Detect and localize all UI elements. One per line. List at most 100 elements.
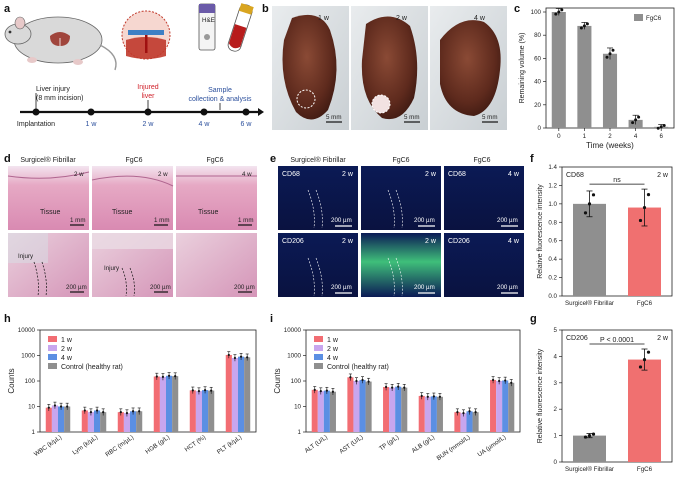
bar [195,391,202,432]
legend-label: 2 w [61,346,73,353]
bar [189,390,196,432]
data-point [557,10,561,14]
timeline-points [32,108,250,116]
timeline-label-6w: 6 w [241,121,253,128]
injury-label: Injury [104,265,120,272]
timeline-arrow [258,108,264,116]
if-header-3: FgC6 [473,157,490,164]
data-point [659,125,663,129]
bar [159,376,166,432]
data-point [319,390,322,393]
x-tick-label: PLT (k/µL) [216,434,243,456]
photo-scale-label: 5 mm [326,114,341,121]
bar [389,387,396,432]
x-axis-label: Time (weeks) [586,141,634,150]
he-time: 4 w [242,171,252,178]
data-point [462,412,465,415]
chart-remaining-volume: 0 20 40 60 80 100 0 1 2 4 6 Time (weeks) Remaining v… [519,7,675,150]
data-point [174,375,177,378]
data-point [53,404,57,407]
bar [225,354,232,432]
data-point [210,389,213,392]
significance-label: ns [613,177,621,184]
x-tick-label: RBC (m/µL) [104,434,135,459]
bar [418,395,425,432]
data-point [233,356,237,360]
legend-swatch [314,336,323,342]
if-scale-label: 200 µm [497,217,518,224]
y-tick-label: 0.2 [548,275,557,282]
data-point [491,378,495,382]
significance-label: P < 0.0001 [600,337,634,344]
bar [130,411,137,432]
data-point [432,395,435,398]
if-header-2: FgC6 [392,157,409,164]
y-tick-label: 40 [534,79,541,86]
data-point [554,12,558,16]
x-tick-label: HGB (g/L) [144,434,171,456]
liver-photo-4w: 4 w 5 mm [430,6,507,130]
data-point [391,386,394,389]
bar [424,396,431,432]
data-point [510,381,513,384]
timeline-label-2w: 2 w [143,121,155,128]
scale-label: 1 mm [154,217,169,224]
bar [359,379,366,432]
x-tick-label: 0 [557,133,561,140]
data-point [66,405,69,408]
incision-label: (8 mm incision) [36,95,83,102]
data-point [83,409,86,412]
data-point [591,432,596,436]
data-point [59,405,63,408]
data-point [474,411,477,414]
if-time: 2 w [342,171,354,178]
bar [317,391,324,432]
bar [347,377,354,432]
bar [153,376,160,432]
panel-a-schematic: H&E Liver injury (8 mm incision) Injured… [4,3,264,128]
bar [81,410,88,432]
injury-label: Injury [18,253,34,260]
data-point [498,379,501,383]
y-tick-label: 80 [534,32,541,39]
bar [466,411,473,432]
y-tick-label: 0 [554,459,558,466]
chart-cd68-intensity: 0.0 0.2 0.4 0.6 0.8 1.0 1.2 1.4 Surgicel® Fibril… [537,164,673,307]
he-header-1: Surgicel® Fibrillar [20,156,76,164]
data-point [246,356,249,359]
data-point [119,411,122,414]
data-point [95,409,99,412]
y-axis-label: Relative fluorescence intensity [537,348,544,443]
legend-label: Control (healthy rat) [61,364,123,371]
data-point [591,193,596,197]
bar [573,203,606,296]
legend-label: 4 w [327,355,339,362]
x-tick-label: BUN (mmol/L) [436,434,472,462]
plot-frame [305,329,521,433]
injured-liver-illustration [121,10,171,60]
if-marker-cd206: CD206 [282,238,304,245]
if-time: 2 w [425,238,437,245]
chart-time-label: 2 w [657,335,669,342]
y-tick-label: 10000 [284,327,302,334]
data-point [203,388,207,392]
data-point [191,389,194,392]
panel-label-c: c [514,3,520,15]
data-point [161,375,165,378]
bar [202,390,209,432]
data-point [102,411,105,414]
chart-title: CD68 [566,172,584,179]
if-scale-label: 200 µm [414,217,435,224]
x-tick-label: HCT (%) [184,434,208,453]
photo-time-label: 2 w [396,15,408,22]
data-point [638,365,643,369]
tissue-label: Tissue [198,209,218,216]
legend-swatch [48,345,57,351]
panel-label-g: g [530,313,537,325]
sample-tubes: H&E [198,3,254,52]
plot-frame [39,329,257,433]
data-point [583,211,588,215]
bar [628,359,661,462]
if-time: 2 w [342,238,354,245]
he-bottom-row: Injury Injury 200 µm 200 µm 200 µm [8,233,257,297]
